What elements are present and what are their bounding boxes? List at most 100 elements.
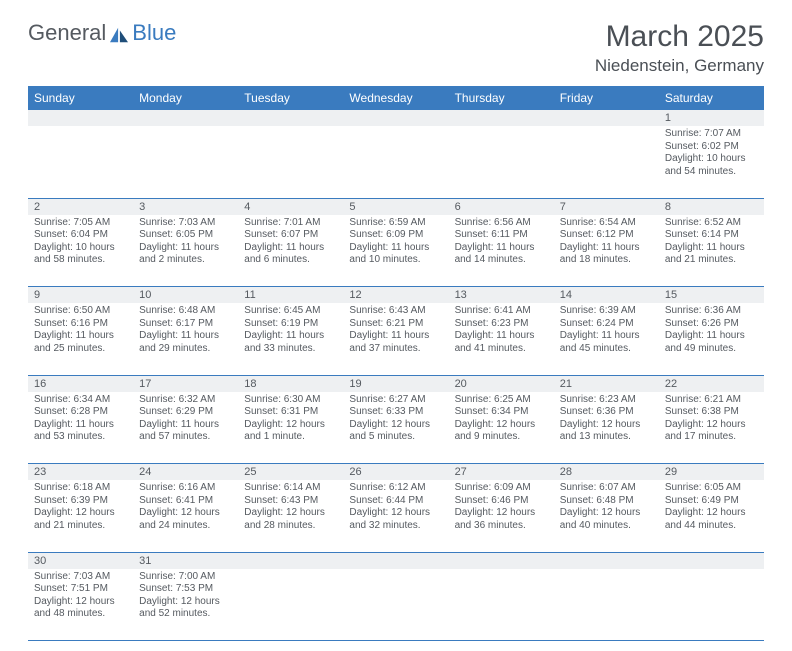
day-cell: Sunrise: 6:07 AMSunset: 6:48 PMDaylight:… <box>554 480 659 552</box>
brand-blue: Blue <box>132 20 176 46</box>
sunset-text: Sunset: 6:33 PM <box>349 406 442 419</box>
daylight-text: Daylight: 12 hours and 28 minutes. <box>244 507 337 532</box>
daylight-text: Daylight: 12 hours and 32 minutes. <box>349 507 442 532</box>
sunset-text: Sunset: 6:02 PM <box>665 141 758 154</box>
col-tuesday: Tuesday <box>238 86 343 110</box>
day-number <box>554 552 659 569</box>
sunrise-text: Sunrise: 6:56 AM <box>455 217 548 230</box>
day-number: 18 <box>238 375 343 392</box>
sunset-text: Sunset: 6:26 PM <box>665 318 758 331</box>
sunset-text: Sunset: 6:41 PM <box>139 495 232 508</box>
day-cell: Sunrise: 6:36 AMSunset: 6:26 PMDaylight:… <box>659 303 764 375</box>
sail-icon <box>108 24 130 42</box>
daynum-row: 16171819202122 <box>28 375 764 392</box>
day-number <box>28 110 133 126</box>
daylight-text: Daylight: 12 hours and 17 minutes. <box>665 419 758 444</box>
sunrise-text: Sunrise: 7:01 AM <box>244 217 337 230</box>
day-cell <box>449 569 554 641</box>
day-cell: Sunrise: 6:34 AMSunset: 6:28 PMDaylight:… <box>28 392 133 464</box>
day-number: 22 <box>659 375 764 392</box>
day-number: 9 <box>28 287 133 304</box>
daylight-text: Daylight: 11 hours and 29 minutes. <box>139 330 232 355</box>
daylight-text: Daylight: 10 hours and 54 minutes. <box>665 153 758 178</box>
day-cell: Sunrise: 6:09 AMSunset: 6:46 PMDaylight:… <box>449 480 554 552</box>
day-cell: Sunrise: 6:56 AMSunset: 6:11 PMDaylight:… <box>449 215 554 287</box>
daylight-text: Daylight: 11 hours and 21 minutes. <box>665 242 758 267</box>
day-number <box>133 110 238 126</box>
day-number <box>449 552 554 569</box>
day-number: 23 <box>28 464 133 481</box>
day-cell <box>238 569 343 641</box>
sunrise-text: Sunrise: 6:52 AM <box>665 217 758 230</box>
day-cell <box>554 569 659 641</box>
sunset-text: Sunset: 6:12 PM <box>560 229 653 242</box>
sunset-text: Sunset: 6:28 PM <box>34 406 127 419</box>
week-row: Sunrise: 7:05 AMSunset: 6:04 PMDaylight:… <box>28 215 764 287</box>
col-thursday: Thursday <box>449 86 554 110</box>
daylight-text: Daylight: 10 hours and 58 minutes. <box>34 242 127 267</box>
day-header-row: Sunday Monday Tuesday Wednesday Thursday… <box>28 86 764 110</box>
day-number <box>238 552 343 569</box>
day-number: 11 <box>238 287 343 304</box>
sunset-text: Sunset: 6:11 PM <box>455 229 548 242</box>
sunrise-text: Sunrise: 6:05 AM <box>665 482 758 495</box>
day-cell: Sunrise: 6:30 AMSunset: 6:31 PMDaylight:… <box>238 392 343 464</box>
day-number: 15 <box>659 287 764 304</box>
day-number: 16 <box>28 375 133 392</box>
sunrise-text: Sunrise: 6:36 AM <box>665 305 758 318</box>
sunset-text: Sunset: 6:19 PM <box>244 318 337 331</box>
daylight-text: Daylight: 11 hours and 53 minutes. <box>34 419 127 444</box>
week-row: Sunrise: 7:07 AMSunset: 6:02 PMDaylight:… <box>28 126 764 198</box>
sunset-text: Sunset: 6:16 PM <box>34 318 127 331</box>
daylight-text: Daylight: 12 hours and 13 minutes. <box>560 419 653 444</box>
calendar-body: 1Sunrise: 7:07 AMSunset: 6:02 PMDaylight… <box>28 110 764 641</box>
day-cell: Sunrise: 7:05 AMSunset: 6:04 PMDaylight:… <box>28 215 133 287</box>
day-number: 26 <box>343 464 448 481</box>
daylight-text: Daylight: 12 hours and 36 minutes. <box>455 507 548 532</box>
day-cell: Sunrise: 6:23 AMSunset: 6:36 PMDaylight:… <box>554 392 659 464</box>
sunset-text: Sunset: 6:29 PM <box>139 406 232 419</box>
col-wednesday: Wednesday <box>343 86 448 110</box>
week-row: Sunrise: 6:18 AMSunset: 6:39 PMDaylight:… <box>28 480 764 552</box>
daynum-row: 23242526272829 <box>28 464 764 481</box>
day-cell <box>449 126 554 198</box>
week-row: Sunrise: 6:34 AMSunset: 6:28 PMDaylight:… <box>28 392 764 464</box>
day-cell: Sunrise: 7:00 AMSunset: 7:53 PMDaylight:… <box>133 569 238 641</box>
day-number: 5 <box>343 198 448 215</box>
location-label: Niedenstein, Germany <box>595 56 764 76</box>
sunrise-text: Sunrise: 7:00 AM <box>139 571 232 584</box>
sunset-text: Sunset: 6:23 PM <box>455 318 548 331</box>
sunset-text: Sunset: 6:31 PM <box>244 406 337 419</box>
daylight-text: Daylight: 12 hours and 1 minute. <box>244 419 337 444</box>
day-cell: Sunrise: 6:59 AMSunset: 6:09 PMDaylight:… <box>343 215 448 287</box>
day-cell <box>343 569 448 641</box>
day-cell <box>238 126 343 198</box>
day-cell: Sunrise: 7:07 AMSunset: 6:02 PMDaylight:… <box>659 126 764 198</box>
day-cell: Sunrise: 6:05 AMSunset: 6:49 PMDaylight:… <box>659 480 764 552</box>
sunrise-text: Sunrise: 6:59 AM <box>349 217 442 230</box>
day-cell: Sunrise: 7:03 AMSunset: 7:51 PMDaylight:… <box>28 569 133 641</box>
day-cell: Sunrise: 6:45 AMSunset: 6:19 PMDaylight:… <box>238 303 343 375</box>
day-number: 17 <box>133 375 238 392</box>
day-number: 28 <box>554 464 659 481</box>
sunset-text: Sunset: 6:17 PM <box>139 318 232 331</box>
sunrise-text: Sunrise: 6:43 AM <box>349 305 442 318</box>
day-number: 21 <box>554 375 659 392</box>
sunset-text: Sunset: 6:05 PM <box>139 229 232 242</box>
sunrise-text: Sunrise: 6:14 AM <box>244 482 337 495</box>
sunrise-text: Sunrise: 6:32 AM <box>139 394 232 407</box>
day-number <box>238 110 343 126</box>
day-cell: Sunrise: 6:21 AMSunset: 6:38 PMDaylight:… <box>659 392 764 464</box>
day-cell <box>554 126 659 198</box>
daylight-text: Daylight: 12 hours and 52 minutes. <box>139 596 232 621</box>
day-number: 10 <box>133 287 238 304</box>
sunset-text: Sunset: 6:07 PM <box>244 229 337 242</box>
daylight-text: Daylight: 12 hours and 5 minutes. <box>349 419 442 444</box>
sunrise-text: Sunrise: 6:09 AM <box>455 482 548 495</box>
day-number: 3 <box>133 198 238 215</box>
week-row: Sunrise: 7:03 AMSunset: 7:51 PMDaylight:… <box>28 569 764 641</box>
day-cell: Sunrise: 6:18 AMSunset: 6:39 PMDaylight:… <box>28 480 133 552</box>
day-cell: Sunrise: 6:27 AMSunset: 6:33 PMDaylight:… <box>343 392 448 464</box>
sunset-text: Sunset: 6:34 PM <box>455 406 548 419</box>
day-number: 20 <box>449 375 554 392</box>
